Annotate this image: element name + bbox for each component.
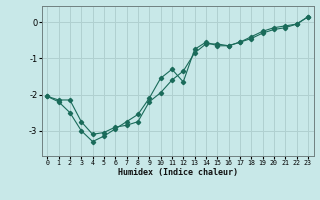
- X-axis label: Humidex (Indice chaleur): Humidex (Indice chaleur): [118, 168, 237, 177]
